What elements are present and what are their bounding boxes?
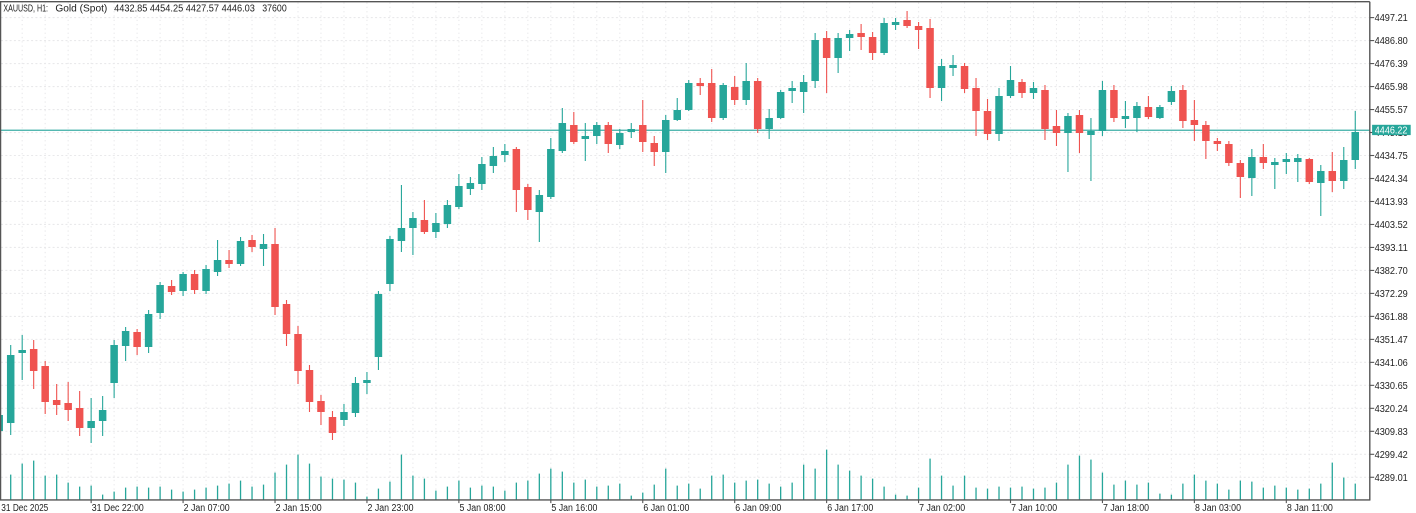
svg-text:2 Jan 07:00: 2 Jan 07:00 bbox=[184, 503, 230, 513]
svg-text:7 Jan 10:00: 7 Jan 10:00 bbox=[1011, 503, 1057, 513]
svg-text:37600: 37600 bbox=[262, 4, 287, 15]
svg-text:4486.80: 4486.80 bbox=[1375, 36, 1409, 47]
svg-text:4330.65: 4330.65 bbox=[1375, 381, 1409, 392]
svg-text:4382.70: 4382.70 bbox=[1375, 266, 1409, 277]
svg-text:8 Jan 11:00: 8 Jan 11:00 bbox=[1287, 503, 1333, 513]
svg-text:4455.57: 4455.57 bbox=[1375, 105, 1409, 116]
svg-text:4372.29: 4372.29 bbox=[1375, 289, 1409, 300]
svg-text:4309.83: 4309.83 bbox=[1375, 427, 1409, 438]
svg-text:4403.52: 4403.52 bbox=[1375, 220, 1409, 231]
svg-text:7 Jan 02:00: 7 Jan 02:00 bbox=[919, 503, 965, 513]
svg-text:4424.34: 4424.34 bbox=[1375, 174, 1409, 185]
svg-text:4299.42: 4299.42 bbox=[1375, 450, 1409, 461]
svg-text:4432.85 4454.25 4427.57 4446.0: 4432.85 4454.25 4427.57 4446.03 bbox=[114, 4, 255, 15]
svg-text:4341.06: 4341.06 bbox=[1375, 358, 1409, 369]
svg-text:4465.98: 4465.98 bbox=[1375, 82, 1409, 93]
svg-text:4393.11: 4393.11 bbox=[1375, 243, 1409, 254]
svg-text:4446.22: 4446.22 bbox=[1375, 125, 1408, 136]
svg-text:2 Jan 15:00: 2 Jan 15:00 bbox=[276, 503, 322, 513]
svg-text:4497.21: 4497.21 bbox=[1375, 13, 1409, 24]
svg-text:8 Jan 03:00: 8 Jan 03:00 bbox=[1195, 503, 1241, 513]
svg-text:4413.93: 4413.93 bbox=[1375, 197, 1409, 208]
svg-text:31 Dec 2025: 31 Dec 2025 bbox=[1, 503, 48, 513]
svg-text:6 Jan 01:00: 6 Jan 01:00 bbox=[643, 503, 689, 513]
svg-text:5 Jan 08:00: 5 Jan 08:00 bbox=[459, 503, 505, 513]
svg-text:4351.47: 4351.47 bbox=[1375, 335, 1409, 346]
svg-text:4320.24: 4320.24 bbox=[1375, 404, 1409, 415]
svg-text:6 Jan 17:00: 6 Jan 17:00 bbox=[827, 503, 873, 513]
svg-text:4289.01: 4289.01 bbox=[1375, 473, 1409, 484]
svg-text:XAUUSD, H1:: XAUUSD, H1: bbox=[3, 4, 48, 15]
svg-text:4361.88: 4361.88 bbox=[1375, 312, 1409, 323]
svg-text:4476.39: 4476.39 bbox=[1375, 59, 1409, 70]
svg-text:31 Dec 22:00: 31 Dec 22:00 bbox=[92, 503, 144, 513]
svg-text:2 Jan 23:00: 2 Jan 23:00 bbox=[368, 503, 414, 513]
svg-text:5 Jan 16:00: 5 Jan 16:00 bbox=[551, 503, 597, 513]
svg-text:Gold (Spot): Gold (Spot) bbox=[55, 4, 107, 15]
svg-text:4434.75: 4434.75 bbox=[1375, 151, 1409, 162]
svg-text:7 Jan 18:00: 7 Jan 18:00 bbox=[1103, 503, 1149, 513]
svg-text:6 Jan 09:00: 6 Jan 09:00 bbox=[735, 503, 781, 513]
